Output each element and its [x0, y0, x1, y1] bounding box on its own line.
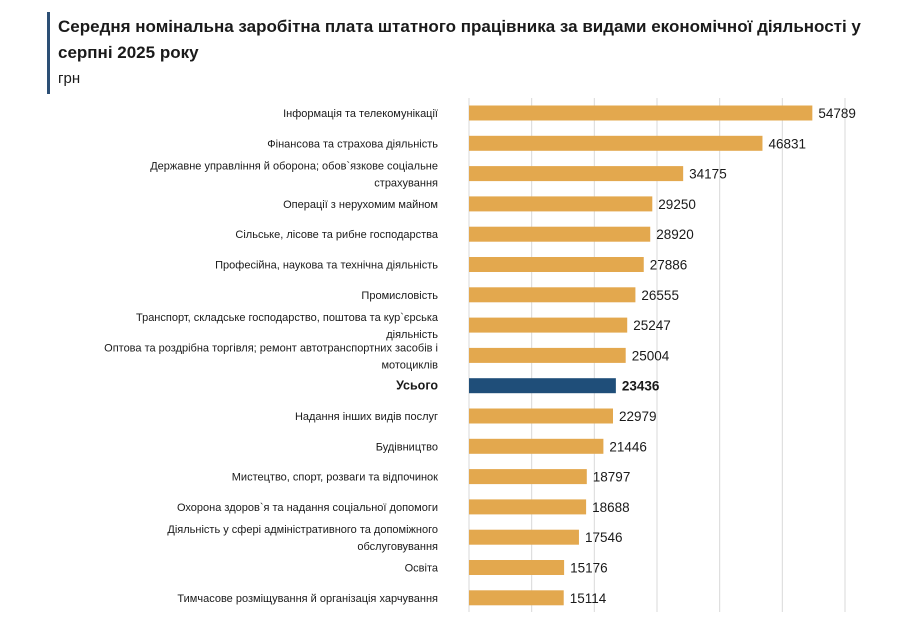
category-label: Охорона здоров`я та надання соціальної д… [177, 502, 438, 514]
bar [469, 529, 579, 545]
category-label: Державне управління й оборона; обов`язко… [150, 161, 438, 173]
value-label: 29250 [658, 197, 696, 212]
bar [469, 257, 644, 272]
category-label: Професійна, наукова та технічна діяльніс… [215, 260, 438, 272]
category-label: Фінансова та страхова діяльність [267, 138, 438, 150]
value-labels: 54789 46831 34175 29250 28920 27886 26555 25247… [570, 106, 856, 606]
bar [469, 347, 626, 363]
category-label: Мистецтво, спорт, розваги та відпочинок [232, 472, 438, 484]
value-label: 26555 [641, 288, 679, 303]
bar [469, 378, 616, 394]
value-label: 18797 [593, 470, 631, 485]
value-label: 17546 [585, 530, 623, 545]
bar [469, 499, 587, 515]
bar [469, 317, 628, 333]
category-label: Оптова та роздрібна торгівля; ремонт авт… [104, 342, 438, 354]
value-label: 34175 [689, 167, 727, 182]
value-label: 28920 [656, 227, 694, 242]
bar [469, 105, 813, 121]
unit-label: грн [58, 70, 81, 87]
bar [469, 135, 763, 151]
bar [469, 469, 587, 485]
value-label: 22979 [619, 409, 657, 424]
value-label: 54789 [818, 106, 856, 121]
value-label: 25247 [633, 318, 671, 333]
category-label: страхування [374, 178, 438, 190]
category-label: Надання інших видів послуг [295, 411, 438, 423]
category-label: Усього [396, 379, 438, 393]
category-label: Діяльність у сфері адміністративного та … [167, 524, 438, 536]
category-label: Операції з нерухомим майном [283, 199, 438, 211]
category-label: обслуговування [357, 541, 438, 553]
category-label: Сільське, лісове та рибне господарства [235, 229, 438, 241]
bar [469, 196, 653, 212]
bars [469, 105, 813, 606]
title-accent-bar [47, 12, 50, 94]
bar [469, 226, 651, 242]
bar [469, 408, 614, 424]
category-label: Освіта [405, 563, 439, 575]
value-label: 23436 [622, 379, 660, 394]
bar [469, 438, 604, 454]
chart-title: Середня номінальна заробітна плата штатн… [58, 17, 861, 62]
category-label: Транспорт, складське господарство, пошто… [136, 312, 439, 324]
category-label: Промисловість [361, 290, 438, 302]
bar [469, 166, 684, 182]
category-labels: Інформація та телекомунікації Фінансова т… [104, 108, 439, 605]
category-label: мотоциклів [381, 359, 438, 371]
gridlines [468, 98, 846, 612]
category-label: Інформація та телекомунікації [283, 108, 438, 120]
bar [469, 560, 565, 575]
value-label: 25004 [632, 348, 670, 363]
bar [469, 590, 564, 606]
value-label: 15176 [570, 561, 608, 576]
value-label: 18688 [592, 500, 630, 515]
bar [469, 287, 636, 303]
category-label: Тимчасове розміщування й організація хар… [177, 593, 438, 605]
category-label: діяльність [386, 329, 438, 341]
value-label: 27886 [650, 258, 688, 273]
category-label: Будівництво [376, 441, 438, 453]
value-label: 21446 [609, 439, 647, 454]
value-label: 46831 [768, 136, 806, 151]
value-label: 15114 [570, 591, 607, 606]
